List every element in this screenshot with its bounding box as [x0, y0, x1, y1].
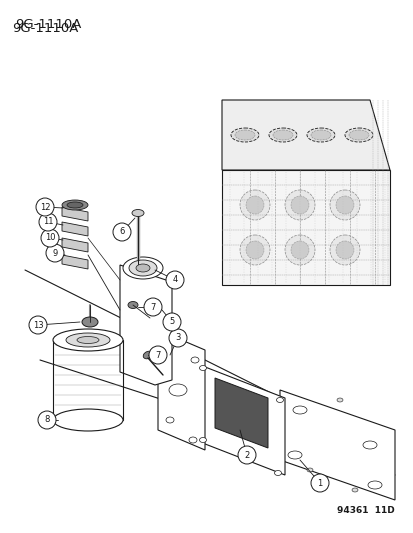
Ellipse shape [199, 366, 206, 370]
Ellipse shape [66, 333, 110, 347]
Text: 9G-1110A: 9G-1110A [15, 18, 81, 31]
Ellipse shape [240, 235, 269, 265]
Circle shape [113, 223, 131, 241]
Ellipse shape [306, 128, 334, 142]
Ellipse shape [245, 196, 263, 214]
Ellipse shape [53, 329, 123, 351]
Text: 8: 8 [44, 416, 50, 424]
Text: 3: 3 [175, 334, 180, 343]
Ellipse shape [290, 241, 308, 259]
Polygon shape [62, 207, 88, 221]
Ellipse shape [335, 241, 353, 259]
Polygon shape [120, 265, 171, 385]
Circle shape [36, 198, 54, 216]
Polygon shape [221, 100, 389, 170]
Ellipse shape [276, 398, 283, 402]
Ellipse shape [290, 196, 308, 214]
Ellipse shape [336, 398, 342, 402]
Ellipse shape [348, 130, 368, 140]
Text: 11: 11 [43, 217, 53, 227]
Circle shape [41, 229, 59, 247]
Circle shape [29, 316, 47, 334]
Ellipse shape [306, 468, 312, 472]
Ellipse shape [362, 441, 376, 449]
Ellipse shape [329, 235, 359, 265]
Ellipse shape [240, 190, 269, 220]
Text: 9G-1110A: 9G-1110A [12, 22, 78, 35]
Ellipse shape [230, 128, 259, 142]
Text: 12: 12 [40, 203, 50, 212]
Ellipse shape [235, 130, 254, 140]
Ellipse shape [132, 209, 144, 216]
Circle shape [310, 474, 328, 492]
Ellipse shape [67, 202, 83, 208]
Text: 10: 10 [45, 233, 55, 243]
Text: 7: 7 [150, 303, 155, 311]
Polygon shape [62, 238, 88, 252]
Text: 4: 4 [172, 276, 177, 285]
Circle shape [144, 298, 161, 316]
Ellipse shape [123, 257, 163, 279]
Ellipse shape [367, 481, 381, 489]
Circle shape [149, 346, 166, 364]
Ellipse shape [53, 409, 123, 431]
Ellipse shape [284, 235, 314, 265]
Circle shape [39, 213, 57, 231]
Polygon shape [214, 378, 267, 448]
Ellipse shape [128, 302, 138, 309]
Text: 9: 9 [52, 248, 57, 257]
Text: 7: 7 [155, 351, 160, 359]
Ellipse shape [199, 438, 206, 442]
Text: 94361  11D: 94361 11D [337, 506, 394, 515]
Polygon shape [221, 170, 389, 285]
Ellipse shape [284, 190, 314, 220]
Circle shape [38, 411, 56, 429]
Ellipse shape [164, 342, 171, 348]
Ellipse shape [272, 130, 292, 140]
Polygon shape [158, 330, 204, 450]
Ellipse shape [169, 384, 187, 396]
Circle shape [169, 329, 187, 347]
Ellipse shape [292, 406, 306, 414]
Ellipse shape [77, 336, 99, 343]
Ellipse shape [310, 130, 330, 140]
Ellipse shape [268, 128, 296, 142]
Ellipse shape [143, 351, 152, 359]
Polygon shape [199, 365, 284, 475]
Ellipse shape [136, 264, 150, 272]
Ellipse shape [190, 357, 199, 363]
Ellipse shape [287, 451, 301, 459]
Circle shape [166, 271, 183, 289]
Ellipse shape [245, 241, 263, 259]
Ellipse shape [189, 437, 197, 443]
Ellipse shape [129, 260, 157, 276]
Text: 1: 1 [317, 479, 322, 488]
Ellipse shape [166, 417, 173, 423]
Ellipse shape [82, 317, 98, 327]
Polygon shape [62, 255, 88, 269]
Text: 5: 5 [169, 318, 174, 327]
Ellipse shape [62, 200, 88, 210]
Circle shape [46, 244, 64, 262]
Polygon shape [62, 222, 88, 236]
Ellipse shape [274, 471, 281, 475]
Circle shape [163, 313, 180, 331]
Polygon shape [279, 390, 394, 500]
Text: 6: 6 [119, 228, 124, 237]
Ellipse shape [335, 196, 353, 214]
Ellipse shape [351, 488, 357, 492]
Circle shape [237, 446, 255, 464]
Ellipse shape [344, 128, 372, 142]
Text: 13: 13 [33, 320, 43, 329]
Text: 2: 2 [244, 450, 249, 459]
Ellipse shape [329, 190, 359, 220]
